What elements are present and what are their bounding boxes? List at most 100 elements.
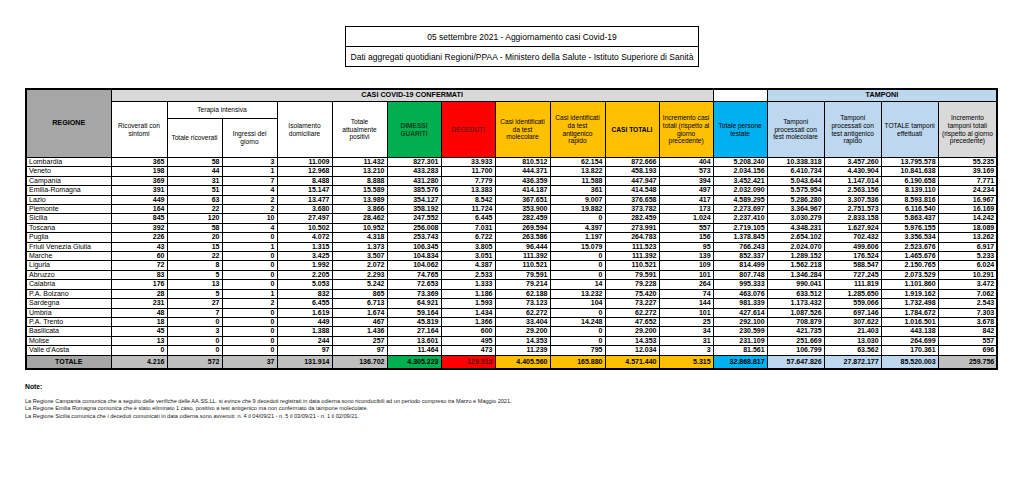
cell-totale-persone-testate: 995.333: [713, 280, 767, 289]
cell-terapia-ingressi-del-giorno: 2: [222, 299, 277, 308]
cell-terapia-ingressi-del-giorno: 0: [222, 317, 277, 326]
cell-dimessi-guariti: 104.062: [387, 261, 441, 270]
cell-casi-test-molecolare: 282.459: [495, 214, 550, 223]
cell-tamponi-test-antigenico-rapido: 588.547: [824, 261, 881, 270]
cell-terapia-totale-ricoverati: 22: [167, 252, 222, 261]
cell-incremento-tamponi-totali: 39.169: [938, 167, 997, 176]
cell-terapia-totale-ricoverati: 31: [167, 176, 222, 185]
cell-casi-test-antigenico-rapido: 361: [550, 186, 605, 195]
table-row: Campania3693178.4888.888431.2807.779436.…: [26, 176, 997, 185]
cell-totale-tamponi-effettuati: 8.139.110: [881, 186, 938, 195]
cell-tamponi-test-antigenico-rapido: 63.562: [824, 346, 881, 355]
cell-isolamento-domiciliare: 15.147: [277, 186, 332, 195]
cell-incremento-casi-totali: 101: [659, 270, 713, 279]
cell-ricoverati-con-sintomi: 391: [111, 186, 167, 195]
cell-deceduti: 13.383: [441, 186, 495, 195]
cell-totale-tamponi-effettuati: 1.101.860: [881, 280, 938, 289]
cell-totale-attualmente-positivi: 467: [332, 317, 387, 326]
cell-isolamento-domiciliare: 6.455: [277, 299, 332, 308]
cell-totale-tamponi-effettuati: 1.016.501: [881, 317, 938, 326]
totale-totale-persone-testate: 32.868.817: [713, 355, 767, 369]
cell-casi-test-molecolare: 29.200: [495, 327, 550, 336]
cell-regione: Toscana: [26, 223, 111, 232]
cell-totale-persone-testate: 292.100: [713, 317, 767, 326]
cell-terapia-ingressi-del-giorno: 4: [222, 223, 277, 232]
cell-casi-test-molecolare: 111.392: [495, 252, 550, 261]
header-totale-tamponi: TOTALE tamponi effettuati: [881, 102, 938, 158]
cell-isolamento-domiciliare: 8.488: [277, 176, 332, 185]
cell-tamponi-test-molecolare: 5.043.644: [767, 176, 824, 185]
totale-ricoverati-con-sintomi: 4.216: [111, 355, 167, 369]
cell-terapia-totale-ricoverati: 22: [167, 205, 222, 214]
cell-terapia-totale-ricoverati: 5: [167, 289, 222, 298]
header-ingressi-del-giorno: Ingressi del giorno: [222, 119, 277, 158]
cell-tamponi-test-antigenico-rapido: 2.751.573: [824, 205, 881, 214]
cell-tamponi-test-molecolare: 2.024.070: [767, 242, 824, 251]
cell-casi-totali: 62.272: [605, 308, 659, 317]
cell-terapia-ingressi-del-giorno: 4: [222, 186, 277, 195]
cell-regione: Sicilia: [26, 214, 111, 223]
cell-totale-attualmente-positivi: 1.674: [332, 308, 387, 317]
cell-casi-totali: 110.521: [605, 261, 659, 270]
cell-totale-tamponi-effettuati: 1.465.676: [881, 252, 938, 261]
table-body: Lombardia36558311.00911.432827.30133.933…: [26, 158, 997, 356]
cell-regione: Liguria: [26, 261, 111, 270]
cell-totale-attualmente-positivi: 257: [332, 336, 387, 345]
cell-regione: Sardegna: [26, 299, 111, 308]
cell-totale-tamponi-effettuati: 13.795.578: [881, 158, 938, 167]
cell-isolamento-domiciliare: 244: [277, 336, 332, 345]
cell-tamponi-test-antigenico-rapido: 727.245: [824, 270, 881, 279]
cell-dimessi-guariti: 72.653: [387, 280, 441, 289]
cell-tamponi-test-molecolare: 3.030.279: [767, 214, 824, 223]
cell-casi-test-molecolare: 11.239: [495, 346, 550, 355]
cell-totale-tamponi-effettuati: 2.073.529: [881, 270, 938, 279]
totale-incremento-casi-totali: 5.315: [659, 355, 713, 369]
cell-ricoverati-con-sintomi: 365: [111, 158, 167, 167]
cell-totale-persone-testate: 2.237.410: [713, 214, 767, 223]
cell-tamponi-test-antigenico-rapido: 559.066: [824, 299, 881, 308]
cell-casi-test-molecolare: 33.404: [495, 317, 550, 326]
cell-tamponi-test-molecolare: 1.562.218: [767, 261, 824, 270]
cell-tamponi-test-molecolare: 1.289.152: [767, 252, 824, 261]
cell-terapia-totale-ricoverati: 7: [167, 308, 222, 317]
cell-tamponi-test-antigenico-rapido: 307.622: [824, 317, 881, 326]
cell-ricoverati-con-sintomi: 43: [111, 242, 167, 251]
cell-totale-persone-testate: 766.243: [713, 242, 767, 251]
cell-casi-totali: 376.658: [605, 195, 659, 204]
cell-regione: Lazio: [26, 195, 111, 204]
cell-casi-test-molecolare: 269.594: [495, 223, 550, 232]
table-row: Molise130024425713.60149514.353014.35331…: [26, 336, 997, 345]
cell-regione: P.A. Bolzano: [26, 289, 111, 298]
cell-totale-persone-testate: 5.208.240: [713, 158, 767, 167]
cell-incremento-tamponi-totali: 2.543: [938, 299, 997, 308]
table-row: Umbria48701.6191.67459.1641.43462.272062…: [26, 308, 997, 317]
cell-casi-test-molecolare: 73.123: [495, 299, 550, 308]
cell-dimessi-guariti: 73.369: [387, 289, 441, 298]
cell-tamponi-test-molecolare: 2.654.102: [767, 233, 824, 242]
cell-incremento-tamponi-totali: 7.062: [938, 289, 997, 298]
cell-terapia-ingressi-del-giorno: 0: [222, 233, 277, 242]
cell-ricoverati-con-sintomi: 226: [111, 233, 167, 242]
cell-deceduti: 7.031: [441, 223, 495, 232]
header-isolamento-domiciliare: Isolamento domiciliare: [277, 102, 332, 158]
cell-isolamento-domiciliare: 5.053: [277, 280, 332, 289]
cell-deceduti: 473: [441, 346, 495, 355]
cell-regione: Marche: [26, 252, 111, 261]
cell-totale-persone-testate: 807.748: [713, 270, 767, 279]
cell-tamponi-test-molecolare: 251.669: [767, 336, 824, 345]
cell-tamponi-test-molecolare: 6.410.734: [767, 167, 824, 176]
cell-incremento-casi-totali: 394: [659, 176, 713, 185]
cell-ricoverati-con-sintomi: 369: [111, 176, 167, 185]
cell-totale-persone-testate: 814.499: [713, 261, 767, 270]
table-row: Toscana39258410.50210.952256.0087.031269…: [26, 223, 997, 232]
cell-dimessi-guariti: 385.576: [387, 186, 441, 195]
cell-dimessi-guariti: 106.345: [387, 242, 441, 251]
cell-casi-test-antigenico-rapido: 62.154: [550, 158, 605, 167]
cell-terapia-totale-ricoverati: 8: [167, 261, 222, 270]
cell-ricoverati-con-sintomi: 231: [111, 299, 167, 308]
cell-totale-persone-testate: 2.034.156: [713, 167, 767, 176]
cell-casi-totali: 373.782: [605, 205, 659, 214]
cell-deceduti: 4.387: [441, 261, 495, 270]
cell-totale-attualmente-positivi: 4.318: [332, 233, 387, 242]
cell-isolamento-domiciliare: 832: [277, 289, 332, 298]
